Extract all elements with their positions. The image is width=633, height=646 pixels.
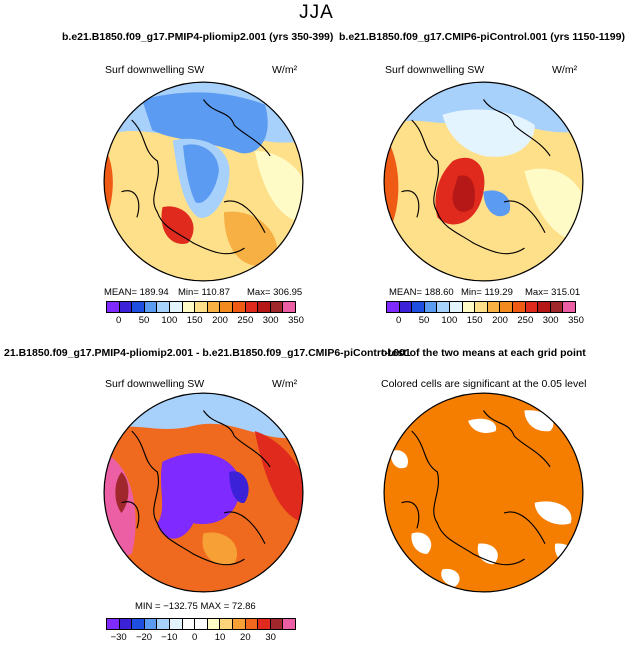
colorbar-tick-label: −10 [161,632,178,643]
colorbar-tick-label: 250 [517,315,534,326]
colorbar-swatch [283,619,295,629]
colorbar-swatch [220,619,233,629]
panel-br-note: Colored cells are significant at the 0.0… [381,378,587,390]
colorbar-swatch [119,619,133,629]
colorbar-tick-label: 30 [265,632,276,643]
colorbar-tick-label: 0 [192,632,198,643]
colorbar-swatch [512,302,526,312]
colorbar-swatch [232,619,246,629]
colorbar-swatch [207,302,221,312]
map-panel-bl [103,392,304,593]
colorbar-swatch [157,302,170,312]
colorbar-swatch [107,302,120,312]
colorbar-tick-label: −30 [110,632,127,643]
colorbar-tick-label: 100 [441,315,458,326]
colorbar-swatch [132,619,145,629]
panel-tr-max: Max= 315.01 [525,287,581,298]
panel-bl-title: 21.B1850.f09_g17.PMIP4-pliomip2.001 - b.… [4,347,411,359]
colorbar-tick-label: 150 [186,315,203,326]
colorbar-swatch [132,302,145,312]
colorbar-swatch [387,302,400,312]
panel-tl-max: Max= 306.95 [247,287,303,298]
colorbar-swatch [283,302,295,312]
colorbar-swatch [144,619,158,629]
colorbar-swatch [538,302,551,312]
colorbar-swatch [437,302,450,312]
colorbar-tick-label: 10 [214,632,226,643]
colorbar-tick-label: 100 [161,315,178,326]
map-panel-tl [103,81,304,282]
colorbar-swatch [207,619,221,629]
panel-bl-variable: Surf downwelling SW [105,378,205,390]
panel-tl-mean: MEAN= 189.94 [104,287,169,298]
colorbar-swatch [182,619,196,629]
colorbar-tick-label: 0 [396,315,402,326]
colorbar-swatch [245,619,259,629]
colorbar-swatch [232,302,246,312]
panel-tl-variable: Surf downwelling SW [105,64,205,76]
colorbar-swatch [195,619,208,629]
colorbar-swatch [144,302,158,312]
colorbar-swatch [449,302,463,312]
colorbar-tick-label: 150 [466,315,483,326]
panel-bl-units: W/m² [272,378,298,390]
colorbar-tick-label: 200 [492,315,508,326]
colorbar-tick-label: 300 [262,315,279,326]
panel-tr-title: b.e21.B1850.f09_g17.CMIP6-piControl.001 … [339,31,625,43]
panel-tl-min: Min= 110.87 [178,287,230,298]
colorbar-tr [386,301,576,313]
panel-tr-units: W/m² [552,64,578,76]
panel-tr-min: Min= 119.29 [461,287,513,298]
colorbar-swatch [525,302,539,312]
colorbar-swatch [182,302,196,312]
colorbar-swatch [399,302,413,312]
colorbar-swatch [500,302,513,312]
colorbar-swatch [157,619,170,629]
colorbar-tick-label: 300 [542,315,559,326]
colorbar-tick-label: 200 [212,315,228,326]
panel-tr-mean: MEAN= 188.60 [389,287,454,298]
panel-bl-minmax: MIN = −132.75 MAX = 72.86 [135,601,256,612]
colorbar-swatch [270,619,284,629]
season-title: JJA [299,2,334,23]
panel-br-title: t-test of the two means at each grid poi… [381,347,586,359]
colorbar-swatch [270,302,284,312]
colorbar-swatch [424,302,438,312]
colorbar-swatch [119,302,133,312]
panel-tl-title: b.e21.B1850.f09_g17.PMIP4-pliomip2.001 (… [62,31,334,43]
colorbar-tl [106,301,296,313]
colorbar-swatch [412,302,425,312]
colorbar-tick-label: 50 [138,315,150,326]
colorbar-swatch [258,302,271,312]
colorbar-tick-label: 350 [288,315,304,326]
colorbar-swatch [563,302,575,312]
colorbar-tick-label: 20 [240,632,251,643]
panel-tr-variable: Surf downwelling SW [385,64,485,76]
colorbar-tick-label: 350 [568,315,584,326]
colorbar-bl [106,618,296,630]
colorbar-swatch [487,302,501,312]
colorbar-tick-label: 0 [116,315,122,326]
colorbar-swatch [220,302,233,312]
colorbar-swatch [245,302,259,312]
map-panel-br [383,392,584,593]
colorbar-tick-label: 250 [237,315,254,326]
colorbar-swatch [169,302,183,312]
panel-tl-units: W/m² [272,64,298,76]
map-panel-tr [383,81,584,282]
colorbar-tick-label: −20 [135,632,153,643]
colorbar-swatch [475,302,488,312]
colorbar-swatch [258,619,271,629]
colorbar-swatch [195,302,208,312]
colorbar-swatch [107,619,120,629]
colorbar-swatch [462,302,476,312]
colorbar-tick-label: 50 [418,315,430,326]
colorbar-swatch [550,302,564,312]
colorbar-swatch [169,619,183,629]
